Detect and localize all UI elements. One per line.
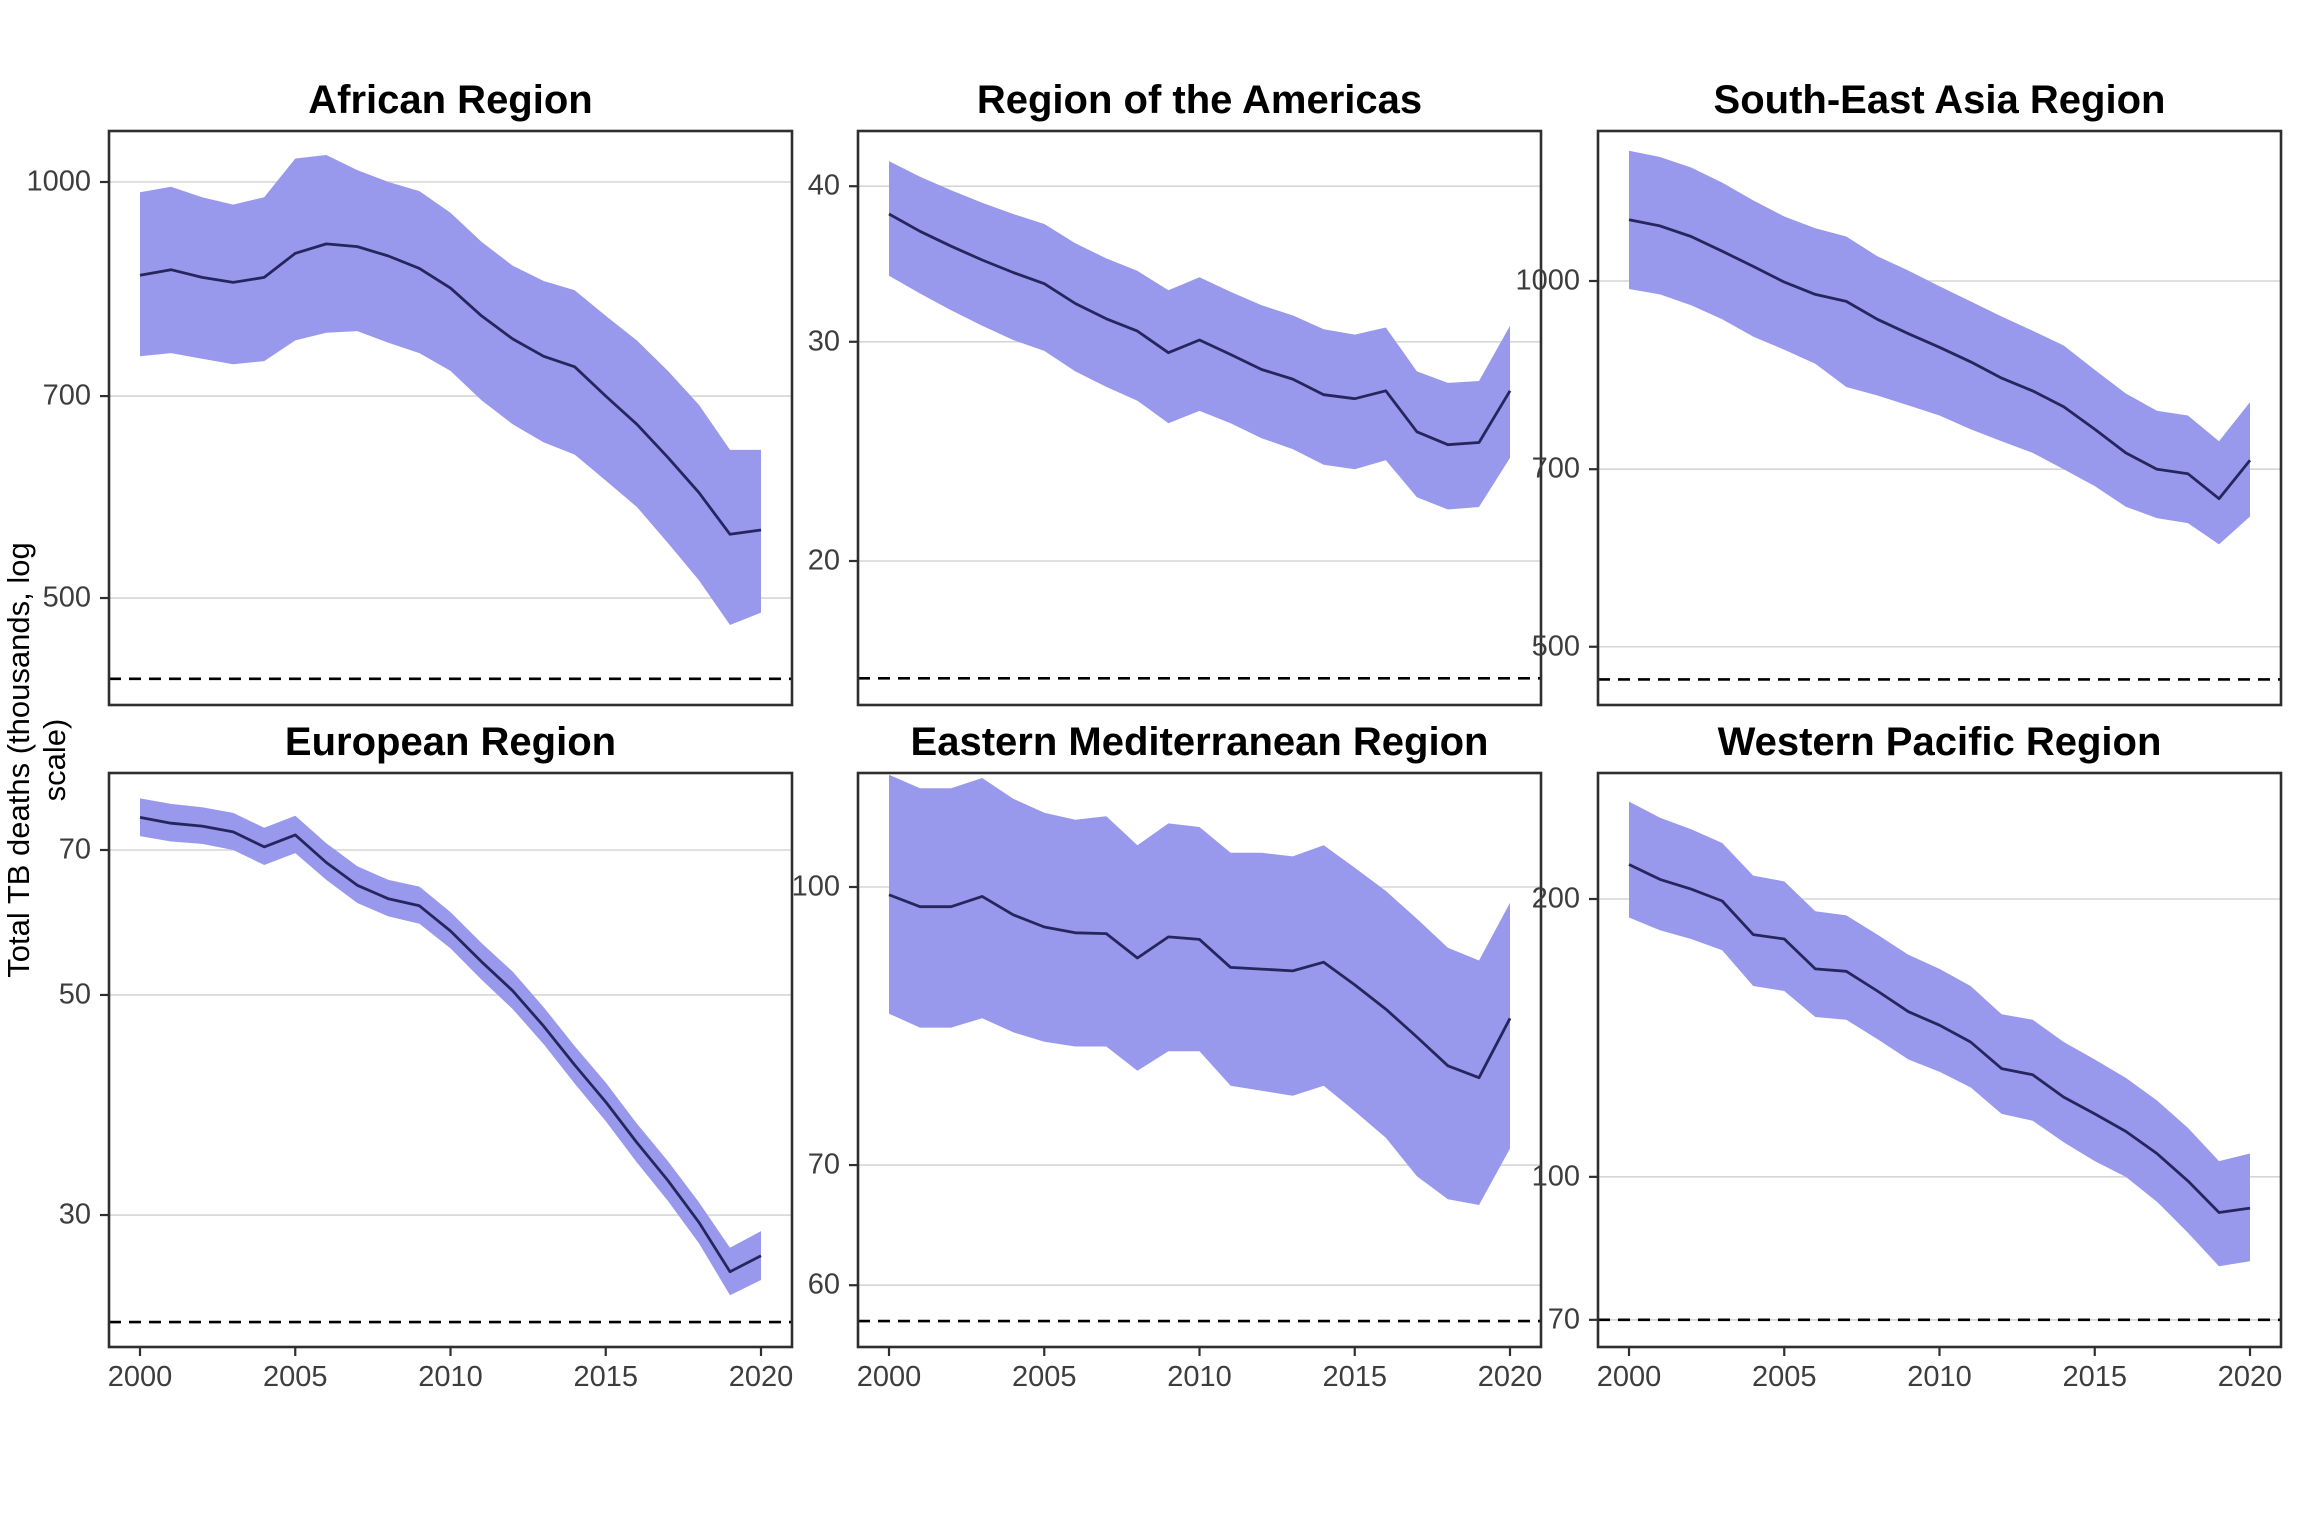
- plot-european-region: [100, 771, 794, 1356]
- estimate-line: [1628, 863, 2251, 1214]
- estimate-line: [139, 816, 762, 1274]
- panel-title-european-region: European Region: [284, 720, 617, 764]
- panel-frame: [107, 771, 794, 1349]
- y-tick-label: 700: [42, 379, 91, 412]
- estimate-line: [139, 242, 762, 536]
- panel-frame: [107, 129, 794, 707]
- uncertainty-ribbon: [140, 798, 761, 1296]
- plot-african-region: [100, 129, 794, 707]
- plot-region-of-americas: [849, 129, 1543, 707]
- uncertainty-ribbon: [1629, 801, 2250, 1267]
- panel-title-african-region: African Region: [308, 78, 593, 122]
- y-tick-label: 700: [1531, 452, 1580, 485]
- y-tick-label: 40: [807, 169, 840, 202]
- plot-svg: [100, 771, 794, 1356]
- x-tick-label: 2010: [1167, 1361, 1232, 1393]
- y-tick-label: 200: [1531, 882, 1580, 915]
- uncertainty-ribbon: [889, 161, 1510, 510]
- y-axis-title: Total TB deaths (thousands, log scale): [1, 542, 72, 978]
- estimate-line: [888, 893, 1512, 1080]
- x-tick-label: 2000: [856, 1361, 922, 1393]
- uncertainty-ribbon: [889, 774, 1510, 1205]
- x-tick-label: 2015: [1322, 1361, 1387, 1393]
- y-tick-label: 100: [1531, 1160, 1580, 1193]
- x-tick-label: 2005: [1011, 1361, 1077, 1393]
- x-tick-label: 2015: [573, 1361, 638, 1393]
- panel-frame: [856, 129, 1543, 707]
- plot-south-east-asia: [1589, 129, 2283, 707]
- panel-title-eastern-mediterranean: Eastern Mediterranean Region: [910, 720, 1489, 764]
- y-tick-label: 500: [42, 581, 91, 614]
- x-tick-label: 2000: [1596, 1361, 1662, 1393]
- y-tick-label: 500: [1531, 630, 1580, 663]
- y-tick-label: 100: [791, 870, 840, 903]
- panel-frame: [1596, 129, 2283, 707]
- x-tick-label: 2020: [2217, 1361, 2283, 1393]
- panel-title-region-of-americas: Region of the Americas: [976, 78, 1423, 122]
- plot-svg: [1589, 771, 2283, 1356]
- x-tick-label: 2010: [418, 1361, 483, 1393]
- y-tick-label: 1000: [26, 165, 91, 198]
- uncertainty-ribbon: [140, 155, 761, 625]
- y-tick-label: 60: [807, 1268, 840, 1301]
- y-tick-label: 50: [58, 978, 91, 1011]
- y-tick-label: 70: [807, 1148, 840, 1181]
- x-tick-label: 2020: [1477, 1361, 1543, 1393]
- x-tick-label: 2005: [262, 1361, 328, 1393]
- plot-eastern-mediterranean: [849, 771, 1543, 1356]
- x-tick-label: 2015: [2062, 1361, 2127, 1393]
- y-tick-label: 20: [807, 544, 840, 577]
- plot-svg: [849, 129, 1543, 707]
- plot-western-pacific: [1589, 771, 2283, 1356]
- y-tick-label: 70: [58, 833, 91, 866]
- y-tick-label: 1000: [1515, 264, 1580, 297]
- estimate-line: [1628, 218, 2252, 501]
- estimate-line: [888, 212, 1512, 447]
- x-tick-label: 2020: [728, 1361, 794, 1393]
- x-tick-label: 2010: [1907, 1361, 1972, 1393]
- y-tick-label: 30: [807, 325, 840, 358]
- plot-svg: [1589, 129, 2283, 707]
- panel-title-western-pacific: Western Pacific Region: [1717, 720, 2162, 764]
- y-tick-label: 30: [58, 1198, 91, 1231]
- plot-svg: [849, 771, 1543, 1356]
- plot-svg: [100, 129, 794, 707]
- x-tick-label: 2000: [107, 1361, 173, 1393]
- y-tick-label: 70: [1547, 1303, 1580, 1336]
- panel-title-south-east-asia: South-East Asia Region: [1713, 78, 2166, 122]
- x-tick-label: 2005: [1751, 1361, 1817, 1393]
